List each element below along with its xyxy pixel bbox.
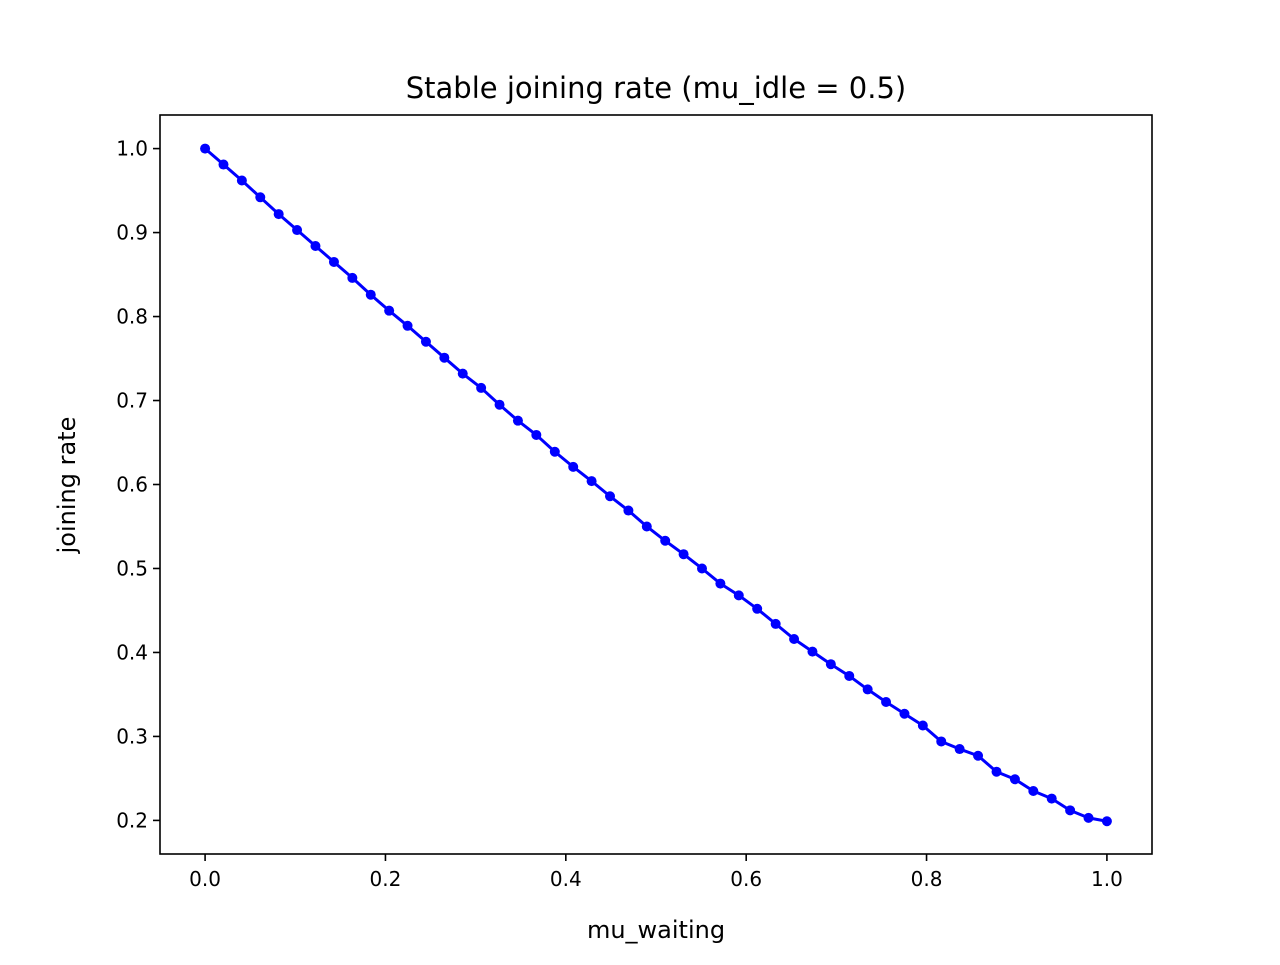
data-point bbox=[1009, 774, 1020, 785]
data-point bbox=[752, 603, 763, 614]
data-point bbox=[623, 505, 634, 516]
data-point bbox=[476, 382, 487, 393]
data-point bbox=[200, 143, 211, 154]
data-point bbox=[1046, 793, 1057, 804]
data-point bbox=[1065, 805, 1076, 816]
data-point bbox=[862, 684, 873, 695]
data-point bbox=[1083, 812, 1094, 823]
y-tick-label: 0.6 bbox=[116, 473, 148, 497]
data-point bbox=[310, 241, 321, 252]
data-point bbox=[568, 461, 579, 472]
data-point bbox=[917, 720, 928, 731]
data-point bbox=[696, 563, 707, 574]
data-point bbox=[365, 289, 376, 300]
data-point bbox=[457, 368, 468, 379]
x-axis-ticks: 0.0 0.2 0.4 0.6 0.8 1.0 bbox=[189, 854, 1123, 891]
data-point bbox=[641, 521, 652, 532]
data-point bbox=[402, 320, 413, 331]
data-point bbox=[973, 750, 984, 761]
x-tick-label: 0.8 bbox=[911, 867, 943, 891]
chart-title: Stable joining rate (mu_idle = 0.5) bbox=[406, 71, 906, 105]
data-point bbox=[733, 590, 744, 601]
data-point bbox=[954, 744, 965, 755]
data-point bbox=[255, 192, 266, 203]
data-point bbox=[807, 646, 818, 657]
data-point bbox=[936, 736, 947, 747]
data-point bbox=[586, 476, 597, 487]
x-axis-label: mu_waiting bbox=[587, 916, 725, 944]
plot-series bbox=[200, 143, 1112, 827]
x-tick-label: 0.2 bbox=[370, 867, 402, 891]
data-point bbox=[347, 272, 358, 283]
y-axis-label: joining rate bbox=[53, 417, 81, 555]
data-point bbox=[236, 175, 247, 186]
x-tick-label: 1.0 bbox=[1091, 867, 1123, 891]
y-tick-label: 1.0 bbox=[116, 137, 148, 161]
data-point bbox=[531, 429, 542, 440]
y-tick-label: 0.4 bbox=[116, 640, 148, 664]
data-point bbox=[512, 415, 523, 426]
data-point bbox=[273, 209, 284, 220]
data-point bbox=[384, 305, 395, 316]
y-tick-label: 0.5 bbox=[116, 556, 148, 580]
y-axis-ticks: 0.2 0.3 0.4 0.5 0.6 0.7 0.8 0.9 1.0 bbox=[116, 137, 160, 832]
plot-frame bbox=[159, 114, 1153, 855]
y-tick-label: 0.7 bbox=[116, 389, 148, 413]
data-point bbox=[991, 766, 1002, 777]
x-tick-label: 0.4 bbox=[550, 867, 582, 891]
data-point bbox=[328, 256, 339, 267]
data-point bbox=[420, 336, 431, 347]
y-tick-label: 0.8 bbox=[116, 305, 148, 329]
data-point bbox=[218, 159, 229, 170]
data-point bbox=[825, 659, 836, 670]
y-tick-label: 0.3 bbox=[116, 724, 148, 748]
data-point bbox=[494, 399, 505, 410]
y-tick-label: 0.2 bbox=[116, 808, 148, 832]
data-point bbox=[1101, 816, 1112, 827]
data-point bbox=[881, 697, 892, 708]
data-point bbox=[660, 535, 671, 546]
data-point bbox=[789, 634, 800, 645]
y-tick-label: 0.9 bbox=[116, 221, 148, 245]
data-point bbox=[678, 549, 689, 560]
data-point bbox=[715, 578, 726, 589]
data-point bbox=[770, 618, 781, 629]
data-point bbox=[292, 225, 303, 236]
x-tick-label: 0.6 bbox=[730, 867, 762, 891]
x-tick-label: 0.0 bbox=[189, 867, 221, 891]
data-point bbox=[844, 670, 855, 681]
data-point bbox=[1028, 786, 1039, 797]
data-point bbox=[605, 491, 616, 502]
data-point bbox=[549, 446, 560, 457]
data-point bbox=[899, 708, 910, 719]
data-point bbox=[439, 352, 450, 363]
